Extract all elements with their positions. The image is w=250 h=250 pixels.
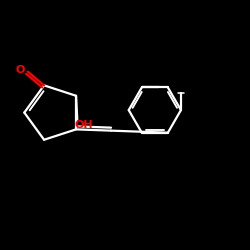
Text: OH: OH [74,120,93,130]
Text: O: O [16,65,25,75]
